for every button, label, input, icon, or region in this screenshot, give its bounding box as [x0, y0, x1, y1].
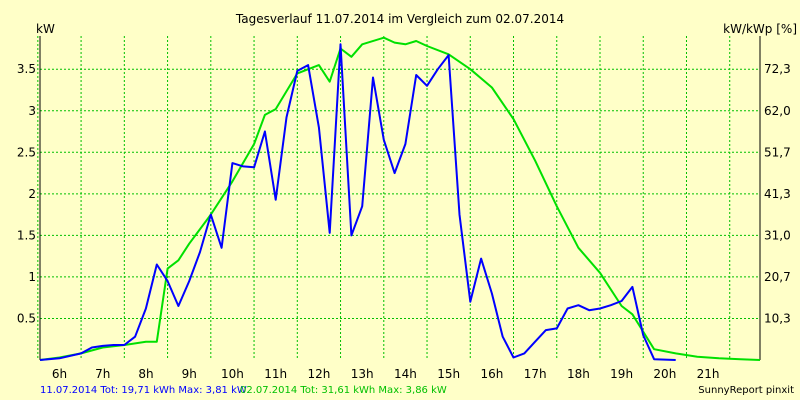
y-tick-label-left: 1 — [28, 270, 36, 284]
legend-series-2: 02.07.2014 Tot: 31,61 kWh Max: 3,86 kW — [240, 385, 447, 396]
x-tick-label: 6h — [52, 367, 67, 381]
legend-series-1: 11.07.2014 Tot: 19,71 kWh Max: 3,81 kW — [40, 385, 247, 396]
x-tick-label: 21h — [697, 367, 720, 381]
y-tick-label-left: 2 — [28, 187, 36, 201]
x-tick-label: 20h — [653, 367, 676, 381]
y-tick-label-right: 31,0 — [764, 228, 791, 242]
x-tick-labels: 6h 7h 8h 9h 10h 11h 12h 13h 14h 15h 16h 17h 18h 19h 20… — [52, 367, 720, 381]
x-tick-label: 10h — [221, 367, 244, 381]
series-line-02-07-2014 — [39, 36, 761, 361]
y-tick-label-left: 3.5 — [17, 62, 36, 76]
x-tick-label: 13h — [351, 367, 374, 381]
y-tick-label-right: 51,7 — [764, 145, 791, 159]
x-tick-label: 8h — [138, 367, 153, 381]
y-tick-label-left: 0.5 — [17, 311, 36, 325]
y-tick-label-right: 62,0 — [764, 104, 791, 118]
y-tick-label-right: 72,3 — [764, 62, 791, 76]
y-tick-label-right: 10,3 — [764, 311, 791, 325]
x-tick-label: 7h — [95, 367, 110, 381]
y-axis-label-right: kW/kWp [%] — [723, 22, 797, 36]
chart-title: Tagesverlauf 11.07.2014 im Vergleich zum… — [235, 12, 564, 26]
series-line-11-07-2014 — [39, 43, 676, 361]
x-tick-label: 12h — [307, 367, 330, 381]
y-tick-label-left: 3 — [28, 104, 36, 118]
x-tick-label: 14h — [394, 367, 417, 381]
y-tick-label-right: 41,3 — [764, 187, 791, 201]
x-tick-label: 18h — [567, 367, 590, 381]
credit-label: SunnyReport pinxit — [698, 385, 794, 396]
y-tick-label-left: 1.5 — [17, 228, 36, 242]
y-tick-label-right: 20,7 — [764, 270, 791, 284]
x-tick-label: 19h — [610, 367, 633, 381]
x-tick-label: 11h — [264, 367, 287, 381]
x-tick-label: 15h — [437, 367, 460, 381]
grid-lines — [37, 36, 760, 360]
series-lines — [39, 36, 761, 361]
x-tick-label: 9h — [182, 367, 197, 381]
y-tick-labels-right: 10,3 20,7 31,0 41,3 51,7 62,0 72,3 — [764, 62, 791, 325]
x-tick-label: 17h — [524, 367, 547, 381]
y-tick-label-left: 2.5 — [17, 145, 36, 159]
x-tick-label: 16h — [480, 367, 503, 381]
y-axis-label-left: kW — [36, 22, 55, 36]
y-tick-labels-left: 0.5 1 1.5 2 2.5 3 3.5 — [17, 62, 36, 325]
